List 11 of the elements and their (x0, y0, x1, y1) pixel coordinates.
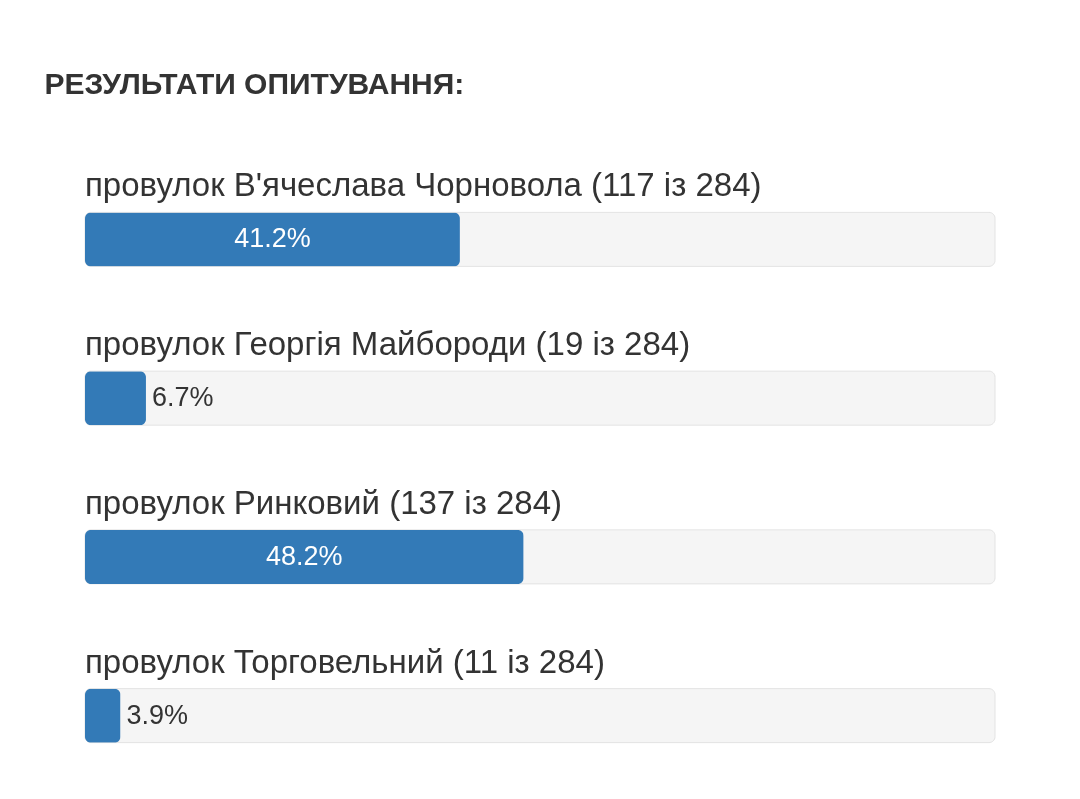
data-label: 41.2% (234, 223, 311, 254)
bar (85, 688, 121, 743)
data-label: 3.9% (126, 699, 189, 730)
data-label: 6.7% (151, 382, 214, 413)
bar (85, 371, 146, 426)
y-tick-label: провулок Георгія Майбороди (19 із 284) (85, 325, 691, 363)
chart-title: РЕЗУЛЬТАТИ ОПИТУВАННЯ: (44, 67, 465, 100)
y-tick-label: провулок В'ячеслава Чорновола (117 із 284) (85, 166, 762, 204)
y-tick-label: провулок Торговельний (11 із 284) (85, 642, 605, 680)
data-label: 48.2% (266, 540, 343, 571)
y-tick-label: провулок Ринковий (137 із 284) (85, 483, 563, 521)
